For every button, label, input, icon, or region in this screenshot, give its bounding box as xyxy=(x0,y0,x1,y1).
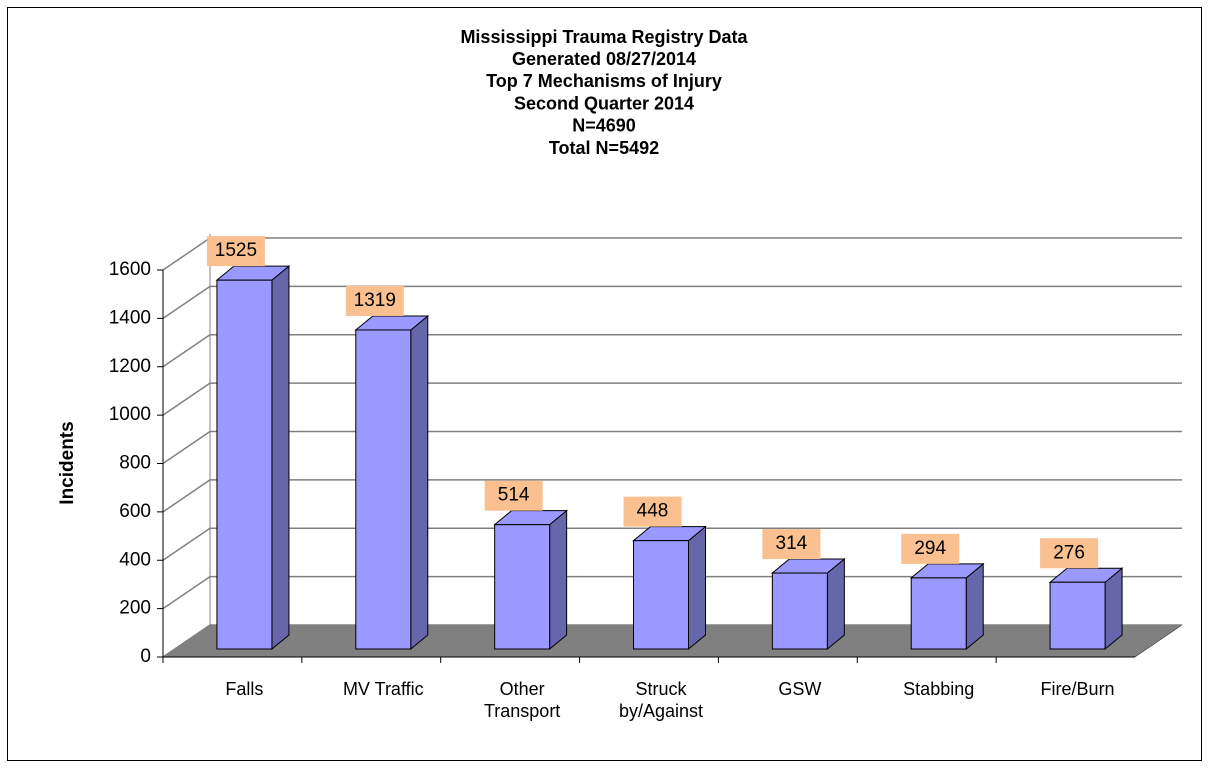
bar-side xyxy=(271,265,290,651)
bar-side xyxy=(688,525,706,651)
y-tick-label: 400 xyxy=(119,549,151,570)
bar xyxy=(355,329,412,650)
value-label: 294 xyxy=(914,538,946,559)
grid-line xyxy=(162,575,1182,610)
y-tick-label: 1400 xyxy=(109,307,151,328)
chart-title: Second Quarter 2014 xyxy=(514,93,694,113)
bar xyxy=(633,540,689,650)
x-tick-label: Stabbing xyxy=(903,679,975,699)
bar xyxy=(910,577,967,650)
y-tick-label: 0 xyxy=(140,646,151,667)
bar xyxy=(1049,581,1106,650)
bar-side xyxy=(826,557,845,651)
value-label-box xyxy=(1040,538,1099,569)
y-tick-label: 1200 xyxy=(109,356,151,377)
value-label-box xyxy=(623,496,682,527)
y-tick-label: 600 xyxy=(119,501,151,522)
value-label-box xyxy=(206,236,265,267)
y-axis-label: Incidents xyxy=(57,421,78,504)
chart-title: Mississippi Trauma Registry Data xyxy=(460,27,748,47)
chart-title: Total N=5492 xyxy=(549,138,659,158)
y-tick-label: 1600 xyxy=(109,259,151,280)
value-label: 1319 xyxy=(354,290,396,311)
x-tick-label: Other Transport xyxy=(483,679,561,721)
value-label: 448 xyxy=(637,501,669,522)
grid-line xyxy=(162,334,1182,368)
bar-side xyxy=(549,509,568,651)
x-tick-label: Falls xyxy=(225,679,264,699)
x-tick-label: GSW xyxy=(778,679,822,699)
value-label-box xyxy=(901,533,960,564)
value-label: 514 xyxy=(498,485,530,506)
x-tick-label: MV Traffic xyxy=(342,679,424,699)
grid-line xyxy=(162,382,1182,416)
value-label: 314 xyxy=(776,533,808,554)
grid-line xyxy=(162,430,1182,465)
grid-line xyxy=(162,479,1182,513)
bar-side xyxy=(410,314,429,651)
y-tick-label: 800 xyxy=(119,453,151,474)
y-tick-label: 200 xyxy=(119,598,151,619)
bar xyxy=(494,524,551,650)
chart-title: Generated 08/27/2014 xyxy=(512,49,696,69)
grid-line xyxy=(162,285,1182,319)
grid-line xyxy=(162,527,1182,561)
bar xyxy=(771,572,828,650)
bar-side xyxy=(965,562,984,651)
x-tick-label: Struck by/Against xyxy=(618,679,704,721)
x-tick-label: Fire/Burn xyxy=(1040,679,1115,699)
chart-title: Top 7 Mechanisms of Injury xyxy=(486,71,722,91)
grid-line xyxy=(162,624,1182,658)
chart-title: N=4690 xyxy=(572,116,636,136)
value-label-box xyxy=(484,480,543,511)
value-label: 276 xyxy=(1053,542,1085,563)
value-label: 1525 xyxy=(215,240,257,261)
y-tick-label: 1000 xyxy=(109,404,151,425)
value-label-box xyxy=(345,285,404,316)
bar xyxy=(216,279,273,650)
value-label-box xyxy=(762,529,821,560)
